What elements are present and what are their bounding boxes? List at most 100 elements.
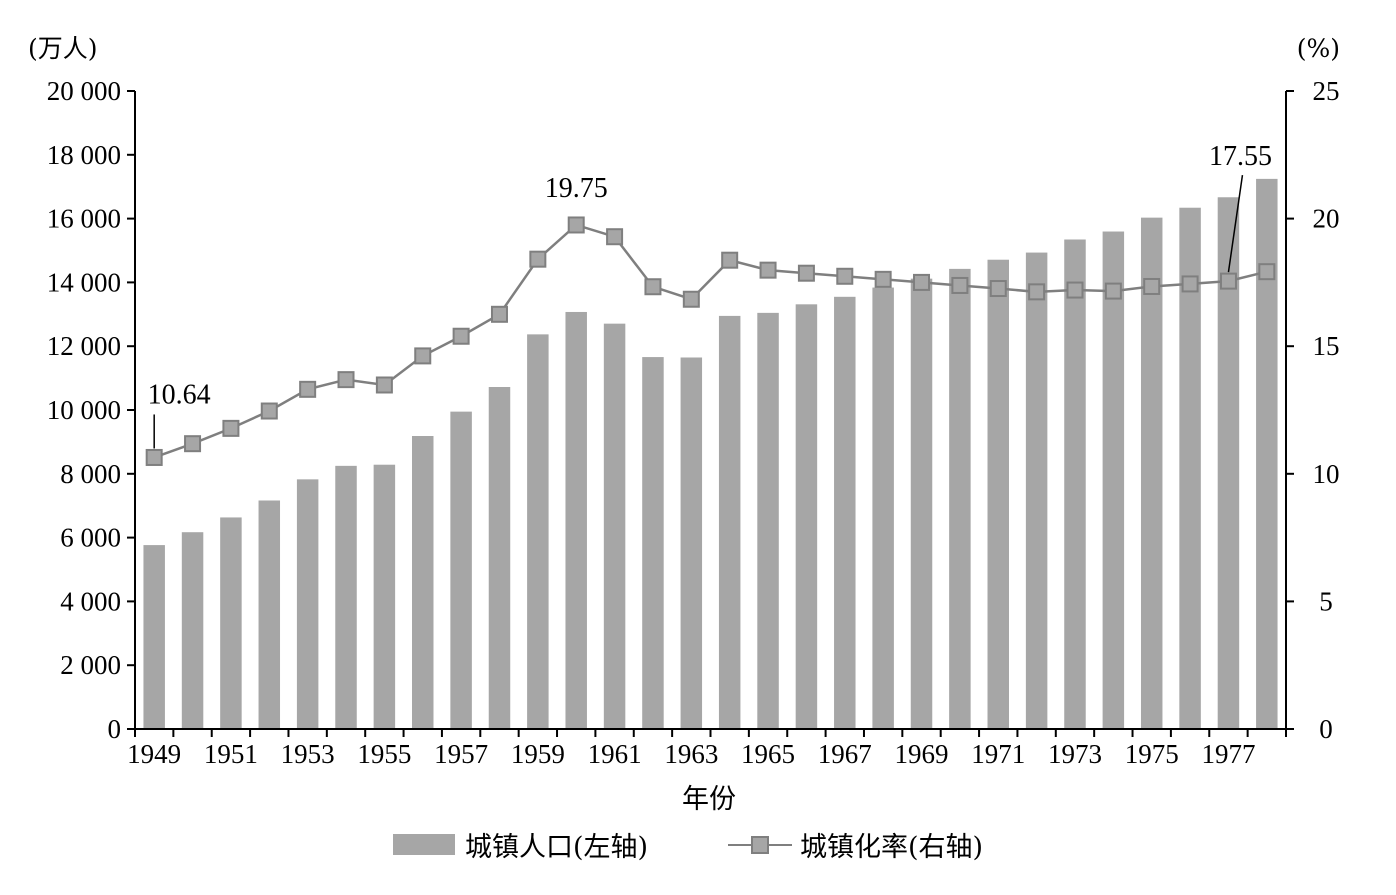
right-tick-label: 20 xyxy=(1313,204,1340,234)
left-tick-label: 6 000 xyxy=(60,523,121,553)
bar-1968 xyxy=(872,287,894,729)
left-tick-label: 4 000 xyxy=(60,586,121,616)
bar-1964 xyxy=(718,315,741,729)
x-tick-label: 1971 xyxy=(971,739,1025,769)
x-tick-label: 1963 xyxy=(664,739,718,769)
right-tick-label: 25 xyxy=(1313,76,1340,106)
bar-1975 xyxy=(1140,217,1163,729)
bar-1953 xyxy=(296,479,319,729)
bar-1952 xyxy=(258,500,281,729)
left-tick-label: 16 000 xyxy=(47,204,121,234)
x-tick-label: 1975 xyxy=(1125,739,1179,769)
bar-1966 xyxy=(795,304,818,729)
bar-1973 xyxy=(1064,239,1086,729)
left-tick-label: 14 000 xyxy=(47,267,121,297)
x-tick-label: 1965 xyxy=(741,739,795,769)
x-tick-label: 1973 xyxy=(1048,739,1102,769)
rate-marker-1960 xyxy=(567,216,585,234)
bar-1950 xyxy=(181,532,204,729)
legend-line-label: 城镇化率(右轴) xyxy=(800,832,983,863)
x-tick-label: 1961 xyxy=(588,739,642,769)
rate-marker-1969 xyxy=(913,273,931,291)
bar-1970 xyxy=(949,268,971,729)
line-series xyxy=(145,216,1276,466)
right-tick-label: 15 xyxy=(1313,331,1340,361)
annotations: 10.64 19.75 17.55 xyxy=(148,141,1272,449)
rate-marker-1966 xyxy=(797,264,815,282)
rate-marker-1967 xyxy=(836,267,854,285)
axes: 0 2 000 4 000 6 000 8 000 10 000 12 000 14 000 1… xyxy=(47,76,1340,769)
annotation-label: 17.55 xyxy=(1209,141,1272,172)
right-tick-label: 0 xyxy=(1319,714,1333,744)
rate-marker-1949 xyxy=(145,448,163,466)
rate-marker-1970 xyxy=(951,276,969,294)
rate-marker-1957 xyxy=(452,327,470,345)
x-tick-label: 1951 xyxy=(204,739,258,769)
left-tick-label: 20 000 xyxy=(47,76,121,106)
bar-1961 xyxy=(603,323,626,729)
legend-line-marker xyxy=(751,836,769,854)
bar-1949 xyxy=(143,545,165,729)
rate-marker-1971 xyxy=(989,280,1007,298)
bar-1956 xyxy=(412,435,434,729)
rate-marker-1959 xyxy=(529,250,547,268)
left-tick-label: 12 000 xyxy=(47,331,121,361)
legend-bar-label: 城镇人口(左轴) xyxy=(465,832,648,863)
rate-marker-1954 xyxy=(337,371,355,389)
bar-1978 xyxy=(1256,178,1278,729)
x-tick-label: 1957 xyxy=(434,739,488,769)
rate-marker-1972 xyxy=(1028,283,1046,301)
bar-1958 xyxy=(488,387,511,729)
right-tick-label: 5 xyxy=(1319,586,1333,616)
x-axis-title: 年份 xyxy=(682,784,736,815)
x-tick-label: 1967 xyxy=(818,739,872,769)
rate-marker-1974 xyxy=(1104,282,1122,300)
right-axis-unit-label: (%) xyxy=(1297,34,1340,63)
annotation-leader xyxy=(1227,175,1244,273)
bar-1971 xyxy=(987,259,1009,729)
bar-1972 xyxy=(1025,252,1048,730)
x-tick-label: 1953 xyxy=(281,739,335,769)
left-tick-label: 2 000 xyxy=(60,650,121,680)
bar-1954 xyxy=(335,465,357,729)
bar-series xyxy=(143,178,1278,730)
rate-marker-1963 xyxy=(682,290,700,308)
bar-1963 xyxy=(680,357,703,729)
bar-1974 xyxy=(1102,231,1125,729)
bar-1977 xyxy=(1217,197,1240,729)
bar-1969 xyxy=(910,278,933,729)
bar-1959 xyxy=(527,334,549,729)
rate-marker-1956 xyxy=(414,347,432,365)
rate-marker-1962 xyxy=(644,278,662,296)
rate-marker-1977 xyxy=(1219,272,1237,290)
rate-marker-1961 xyxy=(606,228,624,246)
bar-1962 xyxy=(642,357,664,729)
right-tick-label: 10 xyxy=(1313,459,1340,489)
bar-1955 xyxy=(373,464,396,729)
x-tick-label: 1977 xyxy=(1201,739,1255,769)
left-tick-label: 18 000 xyxy=(47,140,121,170)
bar-1957 xyxy=(450,411,472,729)
x-tick-label: 1959 xyxy=(511,739,565,769)
annotation-label: 10.64 xyxy=(148,379,211,410)
left-axis-unit-label: (万人) xyxy=(28,34,98,63)
x-tick-label: 1949 xyxy=(127,739,181,769)
left-tick-label: 8 000 xyxy=(60,459,121,489)
rate-marker-1965 xyxy=(759,261,777,279)
left-tick-label: 10 000 xyxy=(47,395,121,425)
rate-marker-1955 xyxy=(375,376,393,394)
rate-line xyxy=(153,223,1268,459)
rate-marker-1968 xyxy=(874,270,892,288)
rate-marker-1975 xyxy=(1143,277,1161,295)
rate-marker-1953 xyxy=(299,380,317,398)
rate-marker-1952 xyxy=(260,402,278,420)
rate-marker-1958 xyxy=(490,305,508,323)
rate-marker-1951 xyxy=(222,419,240,437)
legend-bar-swatch xyxy=(393,834,455,855)
x-tick-label: 1955 xyxy=(357,739,411,769)
left-tick-label: 0 xyxy=(108,714,122,744)
bar-1951 xyxy=(220,517,242,729)
annotation-label: 19.75 xyxy=(545,173,608,204)
rate-marker-1976 xyxy=(1181,275,1199,293)
